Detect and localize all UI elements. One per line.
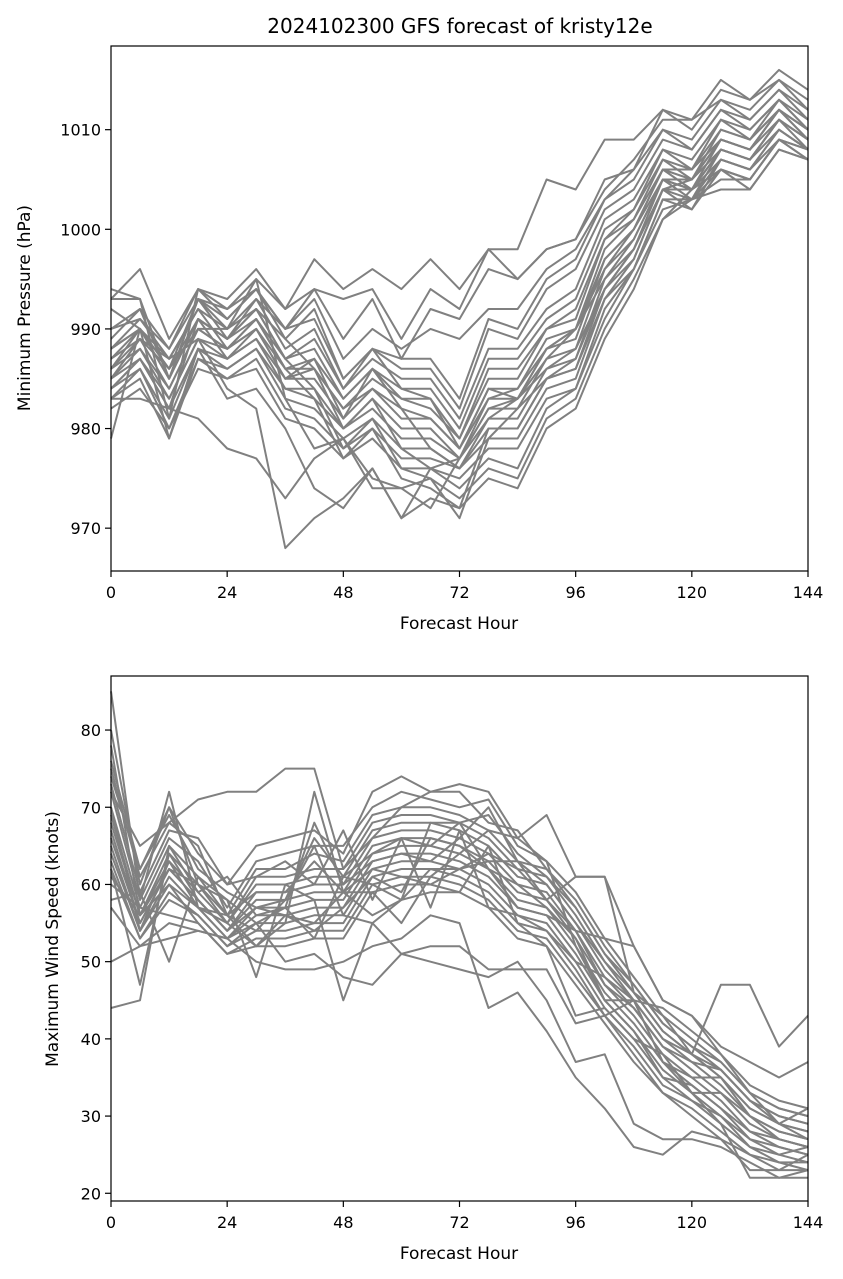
wind-y-tick-label: 70 — [81, 798, 101, 817]
pressure-x-tick-label: 72 — [449, 583, 469, 602]
pressure-y-tick-label: 970 — [70, 519, 101, 538]
wind-series-line-21 — [110, 844, 809, 1056]
wind-x-tick-label: 72 — [449, 1213, 469, 1232]
wind-series-line-20 — [110, 922, 809, 1179]
pressure-x-tick-label: 0 — [106, 583, 116, 602]
pressure-series-line-21 — [111, 138, 809, 520]
pressure-series-group — [110, 68, 809, 550]
wind-series-group — [110, 691, 809, 1179]
pressure-plot-frame — [110, 45, 809, 572]
pressure-y-tick-label: 1000 — [60, 220, 101, 239]
pressure-y-axis-label: Minimum Pressure (hPa) — [15, 205, 35, 411]
wind-series-line-26 — [110, 807, 809, 1156]
wind-series-line-15 — [110, 868, 808, 1164]
wind-y-axis-label: Maximum Wind Speed (knots) — [43, 811, 63, 1067]
pressure-x-tick-label: 96 — [565, 583, 585, 602]
wind-series-line-23 — [110, 776, 809, 1125]
wind-x-tick-label: 120 — [677, 1213, 708, 1232]
pressure-x-tick-label: 144 — [793, 583, 824, 602]
pressure-panel: 2024102300 GFS forecast of kristy12e 0 24… — [15, 14, 823, 634]
wind-axis-ticks: 0 24 48 72 96 120 144 20 30 40 50 60 70 80 — [81, 721, 824, 1232]
wind-series-line-22 — [110, 821, 809, 1079]
wind-x-tick-label: 0 — [106, 1213, 116, 1232]
wind-x-tick-label: 48 — [333, 1213, 353, 1232]
pressure-x-tick-label: 48 — [333, 583, 353, 602]
pressure-x-tick-label: 120 — [677, 583, 708, 602]
pressure-series-line-24 — [110, 108, 809, 510]
pressure-series-line-17 — [110, 138, 809, 480]
pressure-y-tick-label: 1010 — [60, 121, 101, 140]
pressure-series-line-25 — [110, 118, 809, 470]
wind-series-line-25 — [110, 745, 809, 1141]
pressure-x-tick-label: 24 — [217, 583, 237, 602]
pressure-series-line-26 — [110, 108, 809, 450]
pressure-y-tick-label: 990 — [70, 320, 101, 339]
wind-y-tick-label: 80 — [81, 721, 101, 740]
wind-y-tick-label: 40 — [81, 1030, 101, 1049]
wind-plot-frame — [110, 675, 809, 1202]
wind-x-tick-label: 96 — [565, 1213, 585, 1232]
pressure-x-axis-label: Forecast Hour — [400, 614, 518, 634]
wind-y-tick-label: 60 — [81, 875, 101, 894]
pressure-y-tick-label: 980 — [70, 420, 101, 439]
chart-title: 2024102300 GFS forecast of kristy12e — [267, 14, 652, 38]
wind-y-tick-label: 20 — [81, 1184, 101, 1203]
wind-y-tick-label: 50 — [81, 953, 101, 972]
wind-y-tick-label: 30 — [81, 1107, 101, 1126]
wind-panel: 0 24 48 72 96 120 144 20 30 40 50 60 70 80 Forecast H… — [43, 675, 824, 1264]
wind-x-tick-label: 144 — [793, 1213, 824, 1232]
wind-x-tick-label: 24 — [217, 1213, 237, 1232]
pressure-axis-ticks: 0 24 48 72 96 120 144 970 980 990 1000 1010 — [60, 121, 823, 602]
wind-x-axis-label: Forecast Hour — [400, 1244, 518, 1264]
wind-series-line-6 — [110, 790, 809, 1118]
